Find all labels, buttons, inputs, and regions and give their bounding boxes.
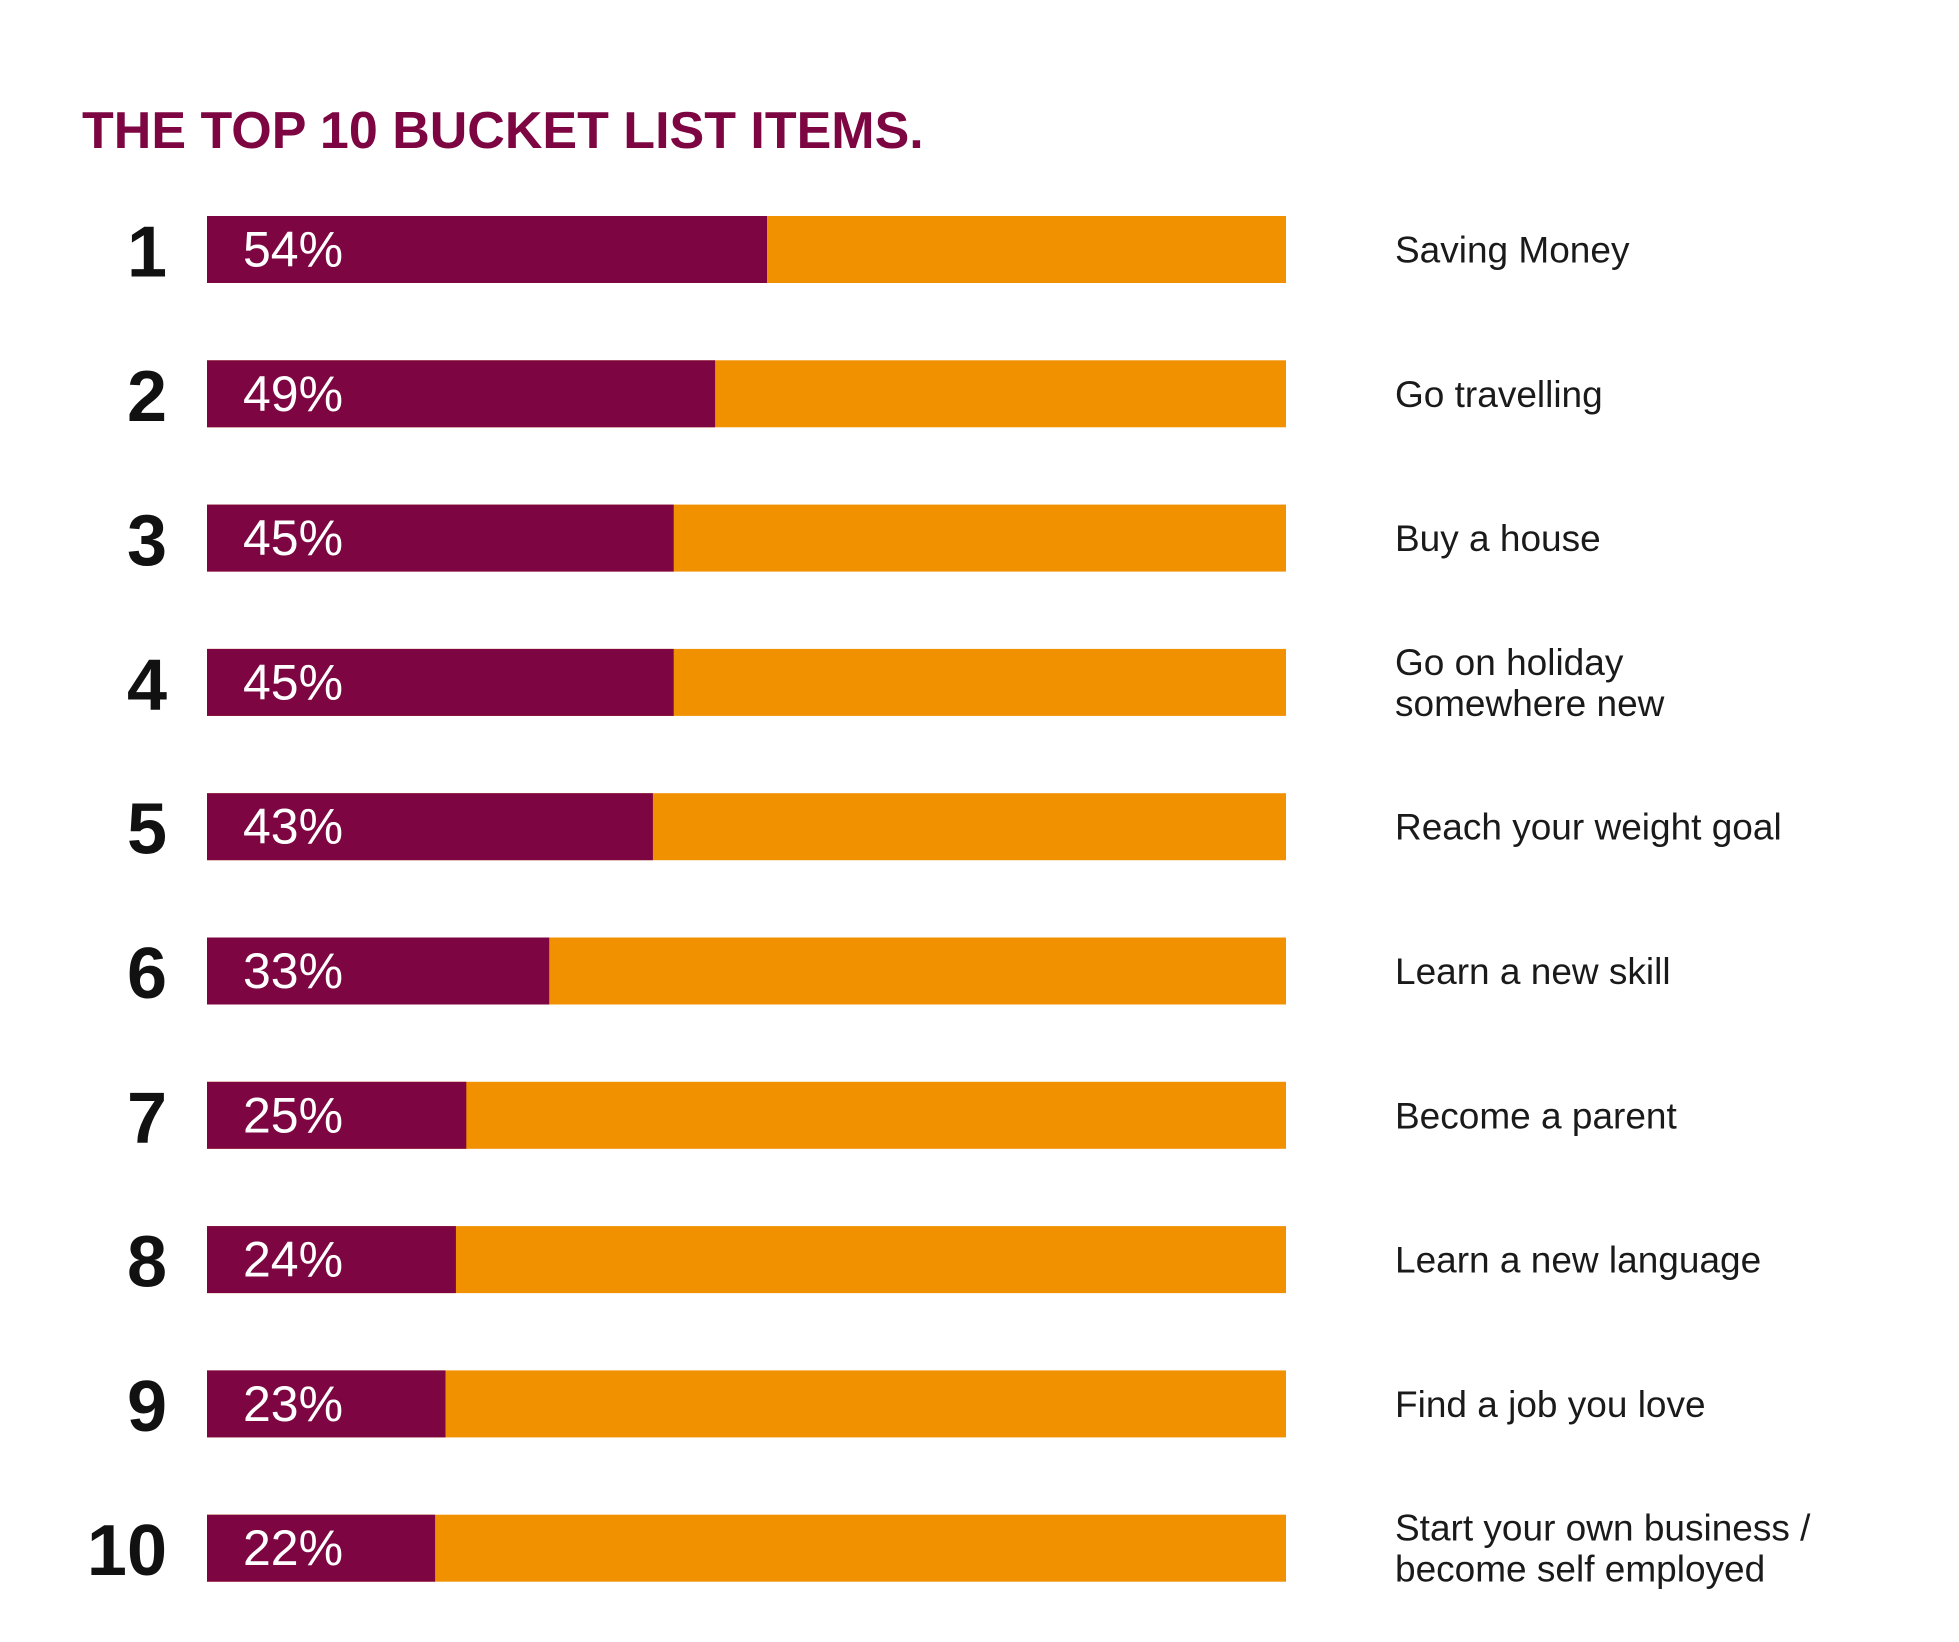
item-label-8: Learn a new language <box>1395 1240 1761 1281</box>
rank-number-9: 9 <box>127 1367 167 1447</box>
rank-number-2: 2 <box>127 357 167 437</box>
rank-number-3: 3 <box>127 501 167 581</box>
item-label-1: Saving Money <box>1395 230 1630 271</box>
value-label-3: 45% <box>243 510 343 566</box>
value-label-4: 45% <box>243 654 343 710</box>
value-label-8: 24% <box>243 1232 343 1288</box>
value-label-7: 25% <box>243 1087 343 1143</box>
bar-row-8: 8 24% Learn a new language <box>127 1223 1761 1303</box>
value-bar-10 <box>207 1514 436 1582</box>
item-label-10-line-1: Start your own business / <box>1395 1508 1811 1549</box>
rank-number-7: 7 <box>127 1078 167 1158</box>
item-label-4-line-1: Go on holiday <box>1395 642 1624 683</box>
value-label-1: 54% <box>243 222 343 278</box>
bar-row-1: 1 54% Saving Money <box>127 213 1630 293</box>
item-label-3: Buy a house <box>1395 518 1601 559</box>
item-label-10-line-2: become self employed <box>1395 1549 1765 1590</box>
bar-row-2: 2 49% Go travelling <box>127 357 1603 437</box>
rank-number-6: 6 <box>127 934 167 1014</box>
value-bar-9 <box>207 1370 446 1438</box>
value-bar-8 <box>207 1226 456 1294</box>
bar-row-5: 5 43% Reach your weight goal <box>127 790 1782 870</box>
rank-number-5: 5 <box>127 790 167 870</box>
bar-row-6: 6 33% Learn a new skill <box>127 934 1671 1014</box>
item-label-5: Reach your weight goal <box>1395 807 1782 848</box>
value-bar-5 <box>207 793 653 861</box>
bar-row-9: 9 23% Find a job you love <box>127 1367 1706 1447</box>
item-label-6: Learn a new skill <box>1395 951 1671 992</box>
item-label-7: Become a parent <box>1395 1095 1678 1136</box>
bar-row-10: 10 22% Start your own business /become sel… <box>87 1508 1811 1592</box>
value-bar-7 <box>207 1081 467 1149</box>
value-label-9: 23% <box>243 1376 343 1432</box>
bar-row-3: 3 45% Buy a house <box>127 501 1601 581</box>
value-bar-4 <box>207 648 674 716</box>
value-label-5: 43% <box>243 799 343 855</box>
rank-number-1: 1 <box>127 213 167 293</box>
item-label-2: Go travelling <box>1395 374 1603 415</box>
item-label-4-line-2: somewhere new <box>1395 683 1665 724</box>
bar-row-7: 7 25% Become a parent <box>127 1078 1678 1158</box>
chart-title: THE TOP 10 BUCKET LIST ITEMS. <box>82 102 924 160</box>
rank-number-8: 8 <box>127 1223 167 1303</box>
value-bar-3 <box>207 504 674 572</box>
value-bar-1 <box>207 216 767 283</box>
value-label-10: 22% <box>243 1520 343 1576</box>
item-label-9: Find a job you love <box>1395 1384 1706 1425</box>
value-bar-6 <box>207 937 550 1005</box>
rank-number-4: 4 <box>127 645 167 725</box>
value-label-6: 33% <box>243 943 343 999</box>
value-label-2: 49% <box>243 366 343 422</box>
value-bar-2 <box>207 360 716 428</box>
rank-number-10: 10 <box>87 1511 167 1591</box>
chart-rows: 1 54% Saving Money 2 49% Go travelling 3 45% Buy… <box>87 213 1811 1592</box>
